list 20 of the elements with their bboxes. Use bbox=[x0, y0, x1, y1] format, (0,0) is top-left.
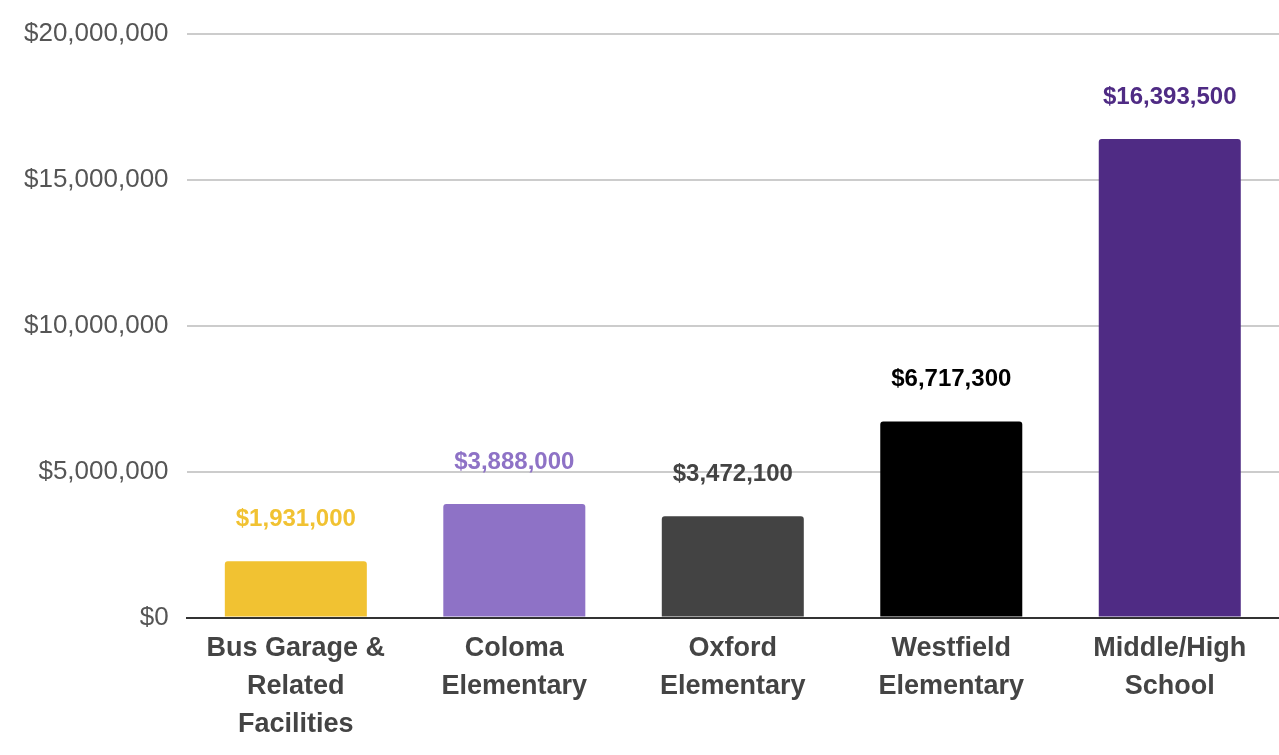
data-label: $3,888,000 bbox=[454, 446, 575, 474]
y-tick-label: $0 bbox=[139, 600, 169, 631]
bar bbox=[1098, 138, 1241, 617]
data-label: $3,472,100 bbox=[672, 458, 793, 486]
data-label: $16,393,500 bbox=[1103, 81, 1237, 109]
y-tick-label: $10,000,000 bbox=[23, 308, 169, 339]
x-tick-label: Westfield Elementary bbox=[878, 631, 1025, 700]
y-tick-label: $5,000,000 bbox=[38, 454, 169, 485]
data-label: $6,717,300 bbox=[891, 364, 1012, 392]
bar bbox=[443, 504, 586, 617]
y-tick-label: $15,000,000 bbox=[23, 162, 169, 193]
y-tick-label: $20,000,000 bbox=[23, 16, 169, 47]
x-tick-label: Middle/High School bbox=[1093, 631, 1247, 700]
x-tick-label: Bus Garage & Related Facilities bbox=[206, 631, 386, 738]
x-tick-label: Coloma Elementary bbox=[441, 631, 588, 700]
bar bbox=[661, 516, 804, 617]
x-tick-label: Oxford Elementary bbox=[660, 631, 806, 700]
bar bbox=[224, 561, 367, 617]
bar bbox=[880, 421, 1023, 617]
data-label: $1,931,000 bbox=[235, 503, 356, 531]
